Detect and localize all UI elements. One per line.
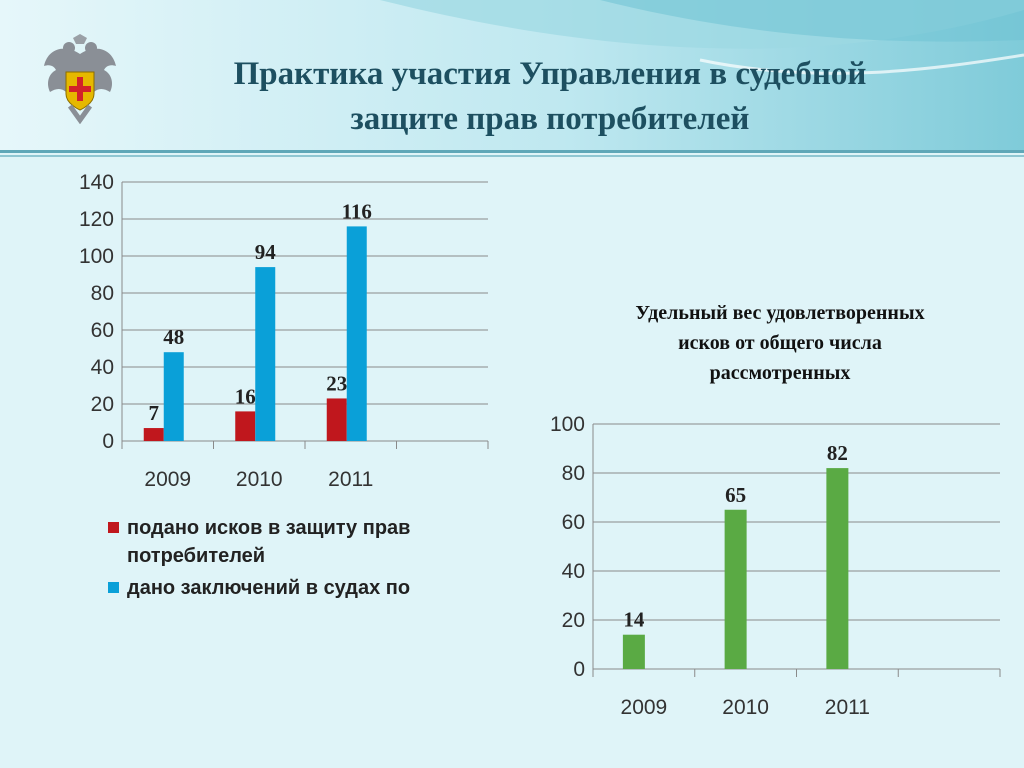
bar [326, 398, 347, 441]
data-label: 7 [149, 401, 160, 425]
bar [724, 509, 747, 669]
slide-title-line-2: защите прав потребителей [350, 101, 750, 137]
data-label: 116 [342, 199, 372, 223]
x-tick-label: 2009 [621, 696, 668, 719]
y-tick-label: 60 [562, 511, 585, 534]
x-tick-label: 2010 [236, 468, 283, 491]
emblem-icon [44, 34, 116, 124]
y-tick-label: 80 [91, 282, 114, 305]
data-label: 94 [255, 240, 277, 264]
slide-title-line-1: Практика участия Управления в судебной [233, 56, 867, 92]
y-tick-label: 0 [573, 658, 585, 681]
chart2-title-line-2: исков от общего числа [678, 332, 882, 354]
bar [235, 411, 256, 441]
header-decoration [0, 0, 1024, 157]
y-tick-label: 20 [562, 609, 585, 632]
y-tick-label: 100 [550, 413, 585, 436]
bar-chart-lawsuits: 0 20 40 60 80 100 120 140 2009 2010 2011 7 16 23 48 94 1… [79, 171, 489, 491]
bar [255, 267, 276, 441]
legend-item-lawsuits-filed: подано исков в защиту прав потребителей [108, 514, 488, 570]
chart2-title-line-1: Удельный вес удовлетворенных [635, 302, 925, 324]
data-label: 23 [326, 371, 347, 395]
y-tick-label: 100 [79, 245, 114, 268]
legend-swatch-red [108, 522, 119, 533]
legend-label: подано исков в защиту прав потребителей [127, 517, 411, 567]
bar [826, 468, 849, 669]
slide-title: Практика участия Управления в судебной з… [150, 52, 950, 142]
y-tick-label: 60 [91, 319, 114, 342]
chart2-title-line-3: рассмотренных [709, 362, 851, 384]
legend-item-court-conclusions: дано заключений в судах по [108, 574, 488, 602]
x-tick-label: 2010 [722, 696, 769, 719]
x-tick-label: 2011 [328, 468, 373, 491]
chart1-legend: подано исков в защиту прав потребителей … [108, 514, 488, 606]
legend-swatch-blue [108, 582, 119, 593]
data-label: 82 [827, 441, 848, 465]
y-tick-label: 40 [91, 356, 114, 379]
chart2-title: Удельный вес удовлетворенных исков от об… [585, 298, 975, 388]
bar [143, 428, 164, 441]
x-tick-label: 2011 [825, 696, 870, 719]
y-tick-label: 80 [562, 462, 585, 485]
data-label: 14 [623, 608, 645, 632]
y-tick-label: 40 [562, 560, 585, 583]
y-tick-label: 0 [102, 430, 114, 453]
legend-label: дано заключений в судах по [127, 577, 411, 599]
data-label: 16 [235, 384, 256, 408]
bar [163, 352, 184, 441]
y-tick-label: 140 [79, 171, 114, 194]
data-label: 65 [725, 483, 746, 507]
y-tick-label: 20 [91, 393, 114, 416]
y-tick-label: 120 [79, 208, 114, 231]
data-label: 48 [163, 325, 184, 349]
x-tick-label: 2009 [144, 468, 191, 491]
bar [346, 226, 367, 441]
bar [622, 634, 645, 669]
